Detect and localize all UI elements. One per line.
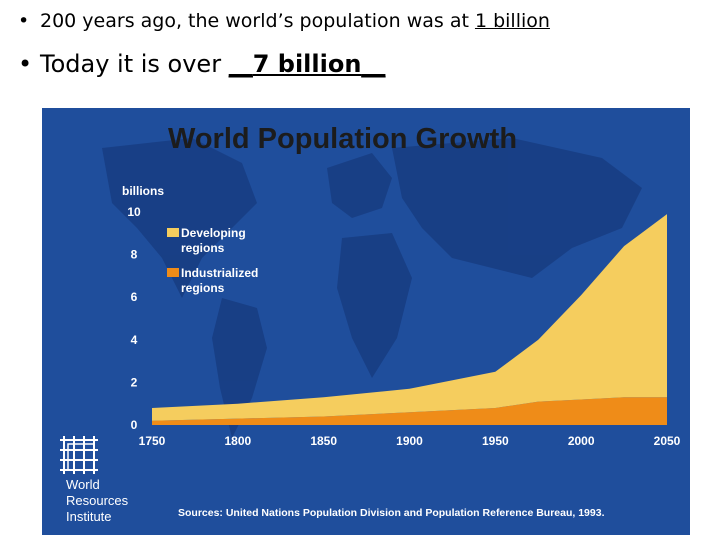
wri-logo-icon	[60, 436, 98, 474]
x-axis-ticks: 1750 1800 1850 1900 1950 2000 2050	[139, 434, 681, 448]
x-tick-label: 1850	[310, 434, 337, 448]
bullet-1-text: 200 years ago, the world’s population wa…	[40, 10, 475, 32]
y-tick-label: 2	[131, 375, 138, 389]
y-tick-label: 4	[131, 333, 138, 347]
x-tick-label: 1800	[224, 434, 251, 448]
legend-label: Industrialized	[181, 266, 258, 280]
plot-area	[152, 214, 667, 425]
bullet-1-answer: 1 billion	[474, 10, 550, 32]
logo-text-line-3: Institute	[66, 509, 112, 524]
x-tick-label: 1900	[396, 434, 423, 448]
y-tick-label: 0	[131, 418, 138, 432]
series-developing-regions-area	[152, 214, 667, 421]
logo-text-line-2: Resources	[66, 493, 129, 508]
legend-label: regions	[181, 281, 225, 295]
bullet-2-blank-after: __	[361, 50, 386, 78]
bullet-marker: •	[18, 10, 30, 32]
x-tick-label: 1750	[139, 434, 166, 448]
y-axis-ticks: 0 2 4 6 8 10	[127, 205, 141, 432]
bullet-marker: •	[18, 50, 33, 78]
legend-label: Developing	[181, 226, 246, 240]
bullet-2: • Today it is over __7 billion__	[18, 50, 385, 78]
legend-label: regions	[181, 241, 225, 255]
wri-logo: World Resources Institute	[60, 436, 129, 524]
chart-title: World Population Growth	[168, 123, 517, 155]
bullet-2-answer: 7 billion	[252, 50, 362, 78]
bullet-1: • 200 years ago, the world’s population w…	[18, 10, 550, 32]
logo-text-line-1: World	[66, 477, 100, 492]
y-tick-label: 8	[131, 248, 138, 262]
y-axis-unit-label: billions	[122, 184, 164, 198]
y-tick-label: 6	[131, 290, 138, 304]
bullet-2-text: Today it is over	[40, 50, 229, 78]
legend-swatch	[167, 268, 179, 277]
population-chart: World Population Growth billions 0 2 4 6 8 10…	[42, 108, 690, 535]
series-industrialized-regions-area	[152, 397, 667, 425]
chart-source-note: Sources: United Nations Population Divis…	[178, 507, 605, 519]
y-tick-label: 10	[127, 205, 141, 219]
x-tick-label: 1950	[482, 434, 509, 448]
x-tick-label: 2000	[568, 434, 595, 448]
bullet-2-blank-before: __	[228, 50, 253, 78]
legend-swatch	[167, 228, 179, 237]
x-tick-label: 2050	[654, 434, 681, 448]
